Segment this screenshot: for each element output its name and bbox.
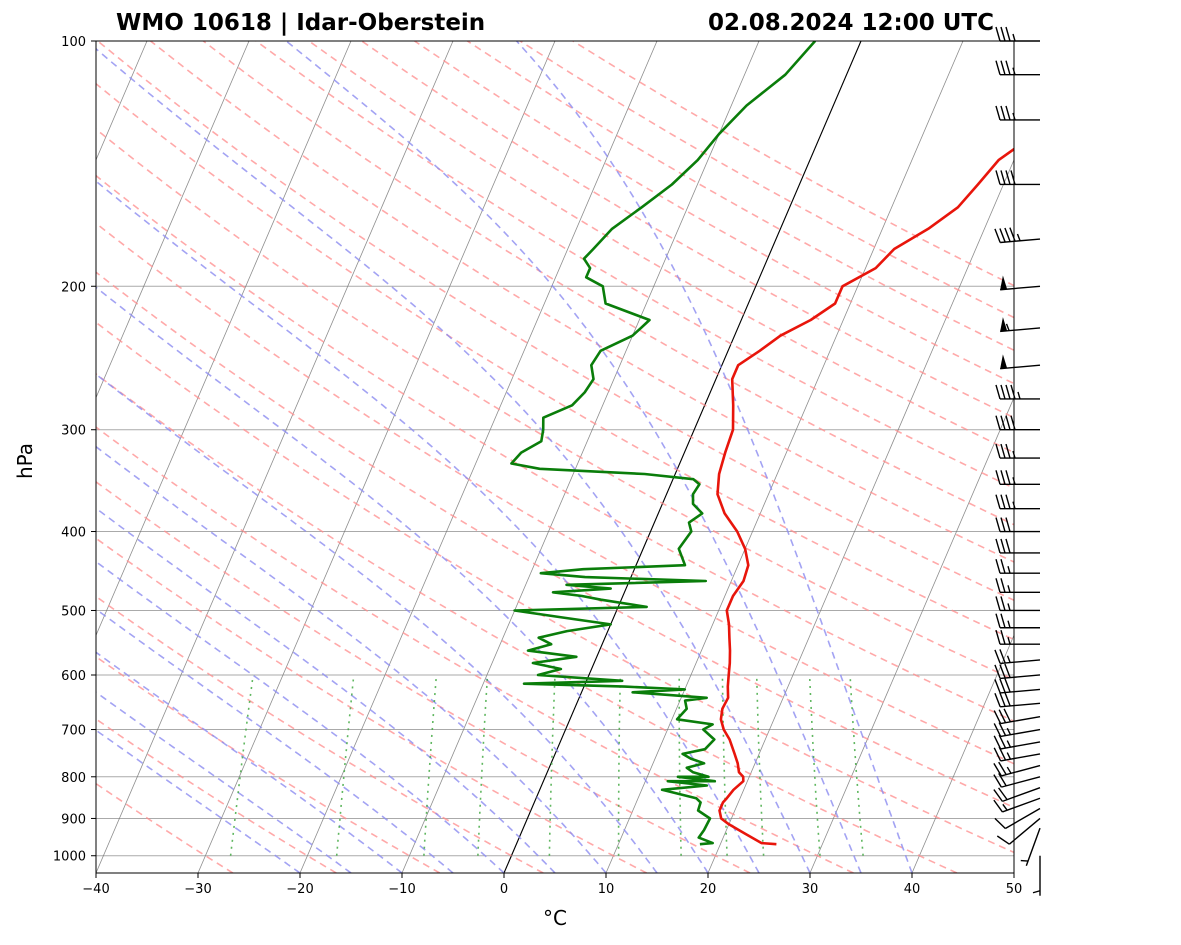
x-tick-label: 0 [500,882,508,897]
x-tick-label: −10 [388,882,415,897]
y-tick-label: 400 [61,526,86,541]
x-tick-label: −20 [286,882,313,897]
chart-title-right: 02.08.2024 12:00 UTC [708,10,994,36]
y-tick-label: 100 [61,35,86,50]
chart-title-left: WMO 10618 | Idar-Oberstein [116,10,485,36]
x-tick-label: 30 [802,882,819,897]
x-tick-label: 50 [1006,882,1023,897]
y-tick-label: 700 [61,724,86,739]
wind-barb-half-flag [1021,861,1028,862]
x-tick-label: 40 [904,882,921,897]
y-tick-label: 600 [61,669,86,684]
y-tick-label: 500 [61,604,86,619]
y-tick-label: 200 [61,280,86,295]
x-axis-label: °C [543,906,567,930]
y-axis-label: hPa [13,443,37,479]
y-tick-label: 900 [61,812,86,827]
x-tick-label: −30 [184,882,211,897]
x-tick-label: 10 [598,882,615,897]
x-tick-label: 20 [700,882,717,897]
y-tick-label: 1000 [53,850,86,865]
x-tick-label: −40 [82,882,109,897]
y-tick-label: 800 [61,771,86,786]
y-tick-label: 300 [61,424,86,439]
